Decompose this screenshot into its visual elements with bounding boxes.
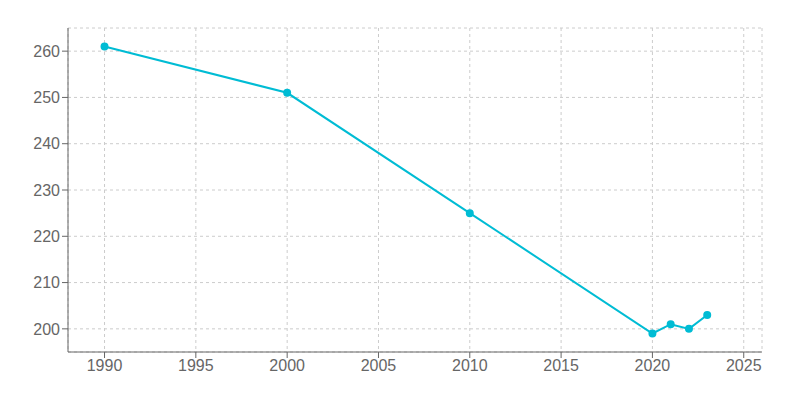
svg-text:210: 210 (33, 274, 60, 291)
svg-text:250: 250 (33, 89, 60, 106)
svg-text:260: 260 (33, 43, 60, 60)
svg-text:2000: 2000 (269, 357, 305, 374)
svg-text:2010: 2010 (452, 357, 488, 374)
svg-text:2005: 2005 (361, 357, 397, 374)
svg-text:220: 220 (33, 228, 60, 245)
svg-text:2015: 2015 (543, 357, 579, 374)
svg-text:200: 200 (33, 321, 60, 338)
svg-text:2020: 2020 (635, 357, 671, 374)
svg-text:230: 230 (33, 182, 60, 199)
svg-text:240: 240 (33, 135, 60, 152)
svg-text:1990: 1990 (87, 357, 123, 374)
svg-text:1995: 1995 (178, 357, 214, 374)
svg-text:2025: 2025 (726, 357, 762, 374)
